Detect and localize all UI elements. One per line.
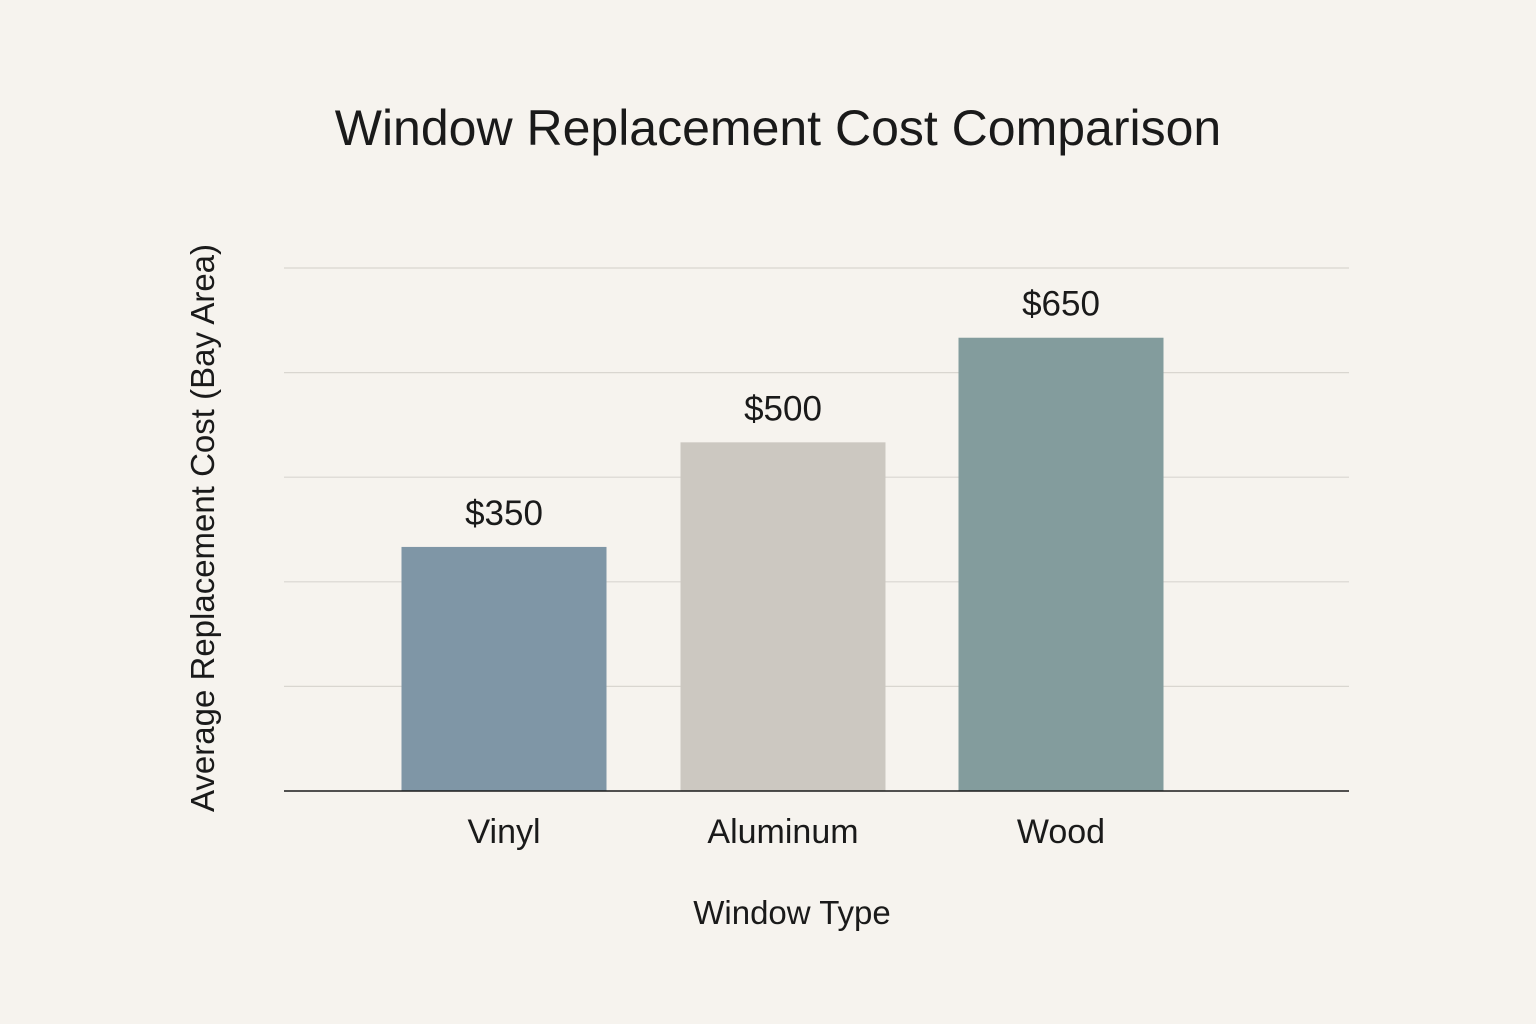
data-label-aluminum: $500 [744, 389, 822, 428]
chart-title: Window Replacement Cost Comparison [335, 100, 1221, 156]
x-tick-label-wood: Wood [1017, 813, 1105, 851]
bar-vinyl [401, 546, 607, 791]
bar-wood [958, 337, 1164, 791]
data-label-wood: $650 [1022, 285, 1100, 324]
x-tick-labels: Vinyl Aluminum Wood [467, 813, 1105, 851]
x-tick-label-vinyl: Vinyl [467, 813, 540, 851]
y-axis-label: Average Replacement Cost (Bay Area) [184, 244, 221, 812]
bar-aluminum [680, 442, 886, 791]
data-labels: $350 $500 $650 [465, 285, 1100, 533]
x-axis-label: Window Type [693, 894, 890, 931]
x-tick-label-aluminum: Aluminum [707, 813, 858, 851]
data-label-vinyl: $350 [465, 494, 543, 533]
bars [401, 337, 1164, 791]
